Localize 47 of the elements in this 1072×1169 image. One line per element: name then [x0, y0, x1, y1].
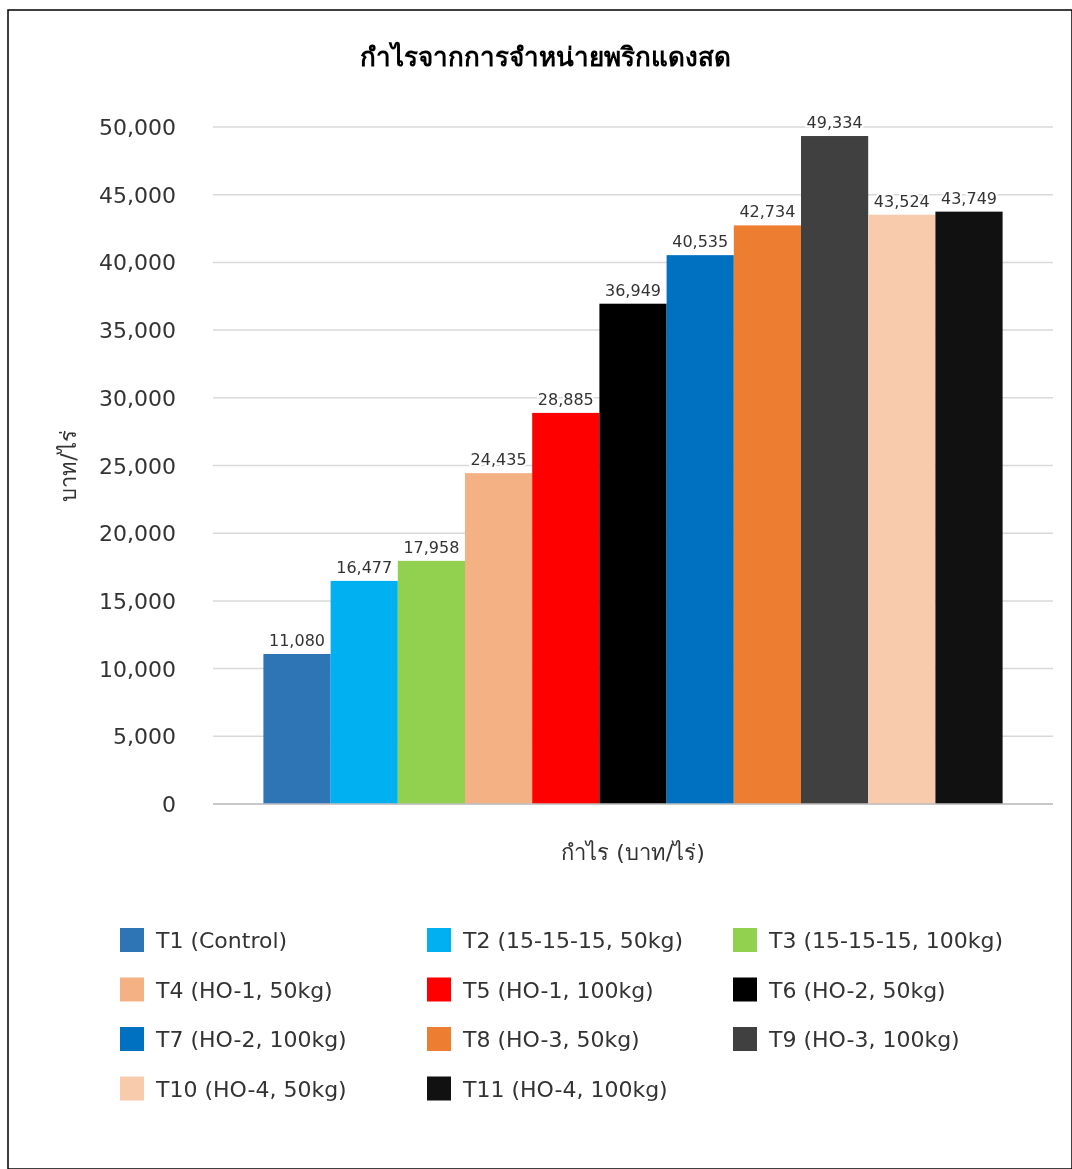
data-label: 36,949 — [605, 280, 661, 300]
bar — [599, 303, 667, 804]
bar — [397, 560, 465, 804]
y-tick-label: 35,000 — [99, 318, 176, 344]
bar — [666, 255, 734, 804]
legend-label: T4 (HO-1, 50kg) — [155, 977, 333, 1003]
data-label: 43,749 — [941, 188, 997, 208]
data-label: 17,958 — [403, 537, 460, 557]
y-tick-label: 45,000 — [99, 182, 176, 208]
y-tick-label: 10,000 — [99, 656, 176, 682]
data-label: 49,334 — [806, 113, 863, 133]
legend-label: T1 (Control) — [155, 928, 288, 953]
x-tick-label: กำไร (บาท/ไร่) — [561, 840, 705, 865]
data-label: 43,524 — [873, 191, 930, 211]
data-label: 11,080 — [269, 630, 325, 650]
bar — [532, 412, 600, 804]
y-tick-label: 20,000 — [99, 521, 176, 547]
legend-label: T10 (HO-4, 50kg) — [155, 1076, 347, 1102]
legend-label: T8 (HO-3, 50kg) — [462, 1027, 640, 1052]
bar — [465, 473, 533, 804]
data-label: 24,435 — [470, 450, 527, 470]
y-tick-label: 40,000 — [99, 250, 176, 276]
bar — [868, 214, 936, 804]
bar — [263, 653, 331, 804]
y-tick-label: 5,000 — [113, 724, 176, 750]
legend-label: T3 (15-15-15, 100kg) — [768, 928, 1004, 953]
legend-label: T5 (HO-1, 100kg) — [462, 977, 654, 1003]
legend-label: T9 (HO-3, 100kg) — [768, 1027, 960, 1052]
y-tick-label: 30,000 — [99, 385, 176, 411]
y-tick-label: 50,000 — [99, 115, 176, 140]
legend-label: T11 (HO-4, 100kg) — [462, 1076, 668, 1102]
legend-label: T2 (15-15-15, 50kg) — [462, 928, 684, 953]
legend-label: T7 (HO-2, 100kg) — [155, 1027, 347, 1052]
y-axis-title: บาท/ไร่ — [56, 430, 81, 502]
bar — [935, 211, 1003, 804]
y-tick-label: 15,000 — [99, 588, 176, 614]
data-label: 42,734 — [739, 202, 796, 222]
y-tick-label: 0 — [162, 792, 176, 817]
chart-title: กำไรจากการจำหน่ายพริกแดงสด — [359, 41, 731, 72]
bar — [801, 136, 869, 804]
data-label: 40,535 — [672, 232, 729, 252]
legend-label: T6 (HO-2, 50kg) — [768, 977, 946, 1003]
bar — [733, 225, 801, 804]
y-tick-label: 25,000 — [99, 453, 176, 479]
data-label: 16,477 — [336, 557, 393, 577]
data-label: 28,885 — [537, 389, 594, 409]
bar — [330, 580, 398, 804]
